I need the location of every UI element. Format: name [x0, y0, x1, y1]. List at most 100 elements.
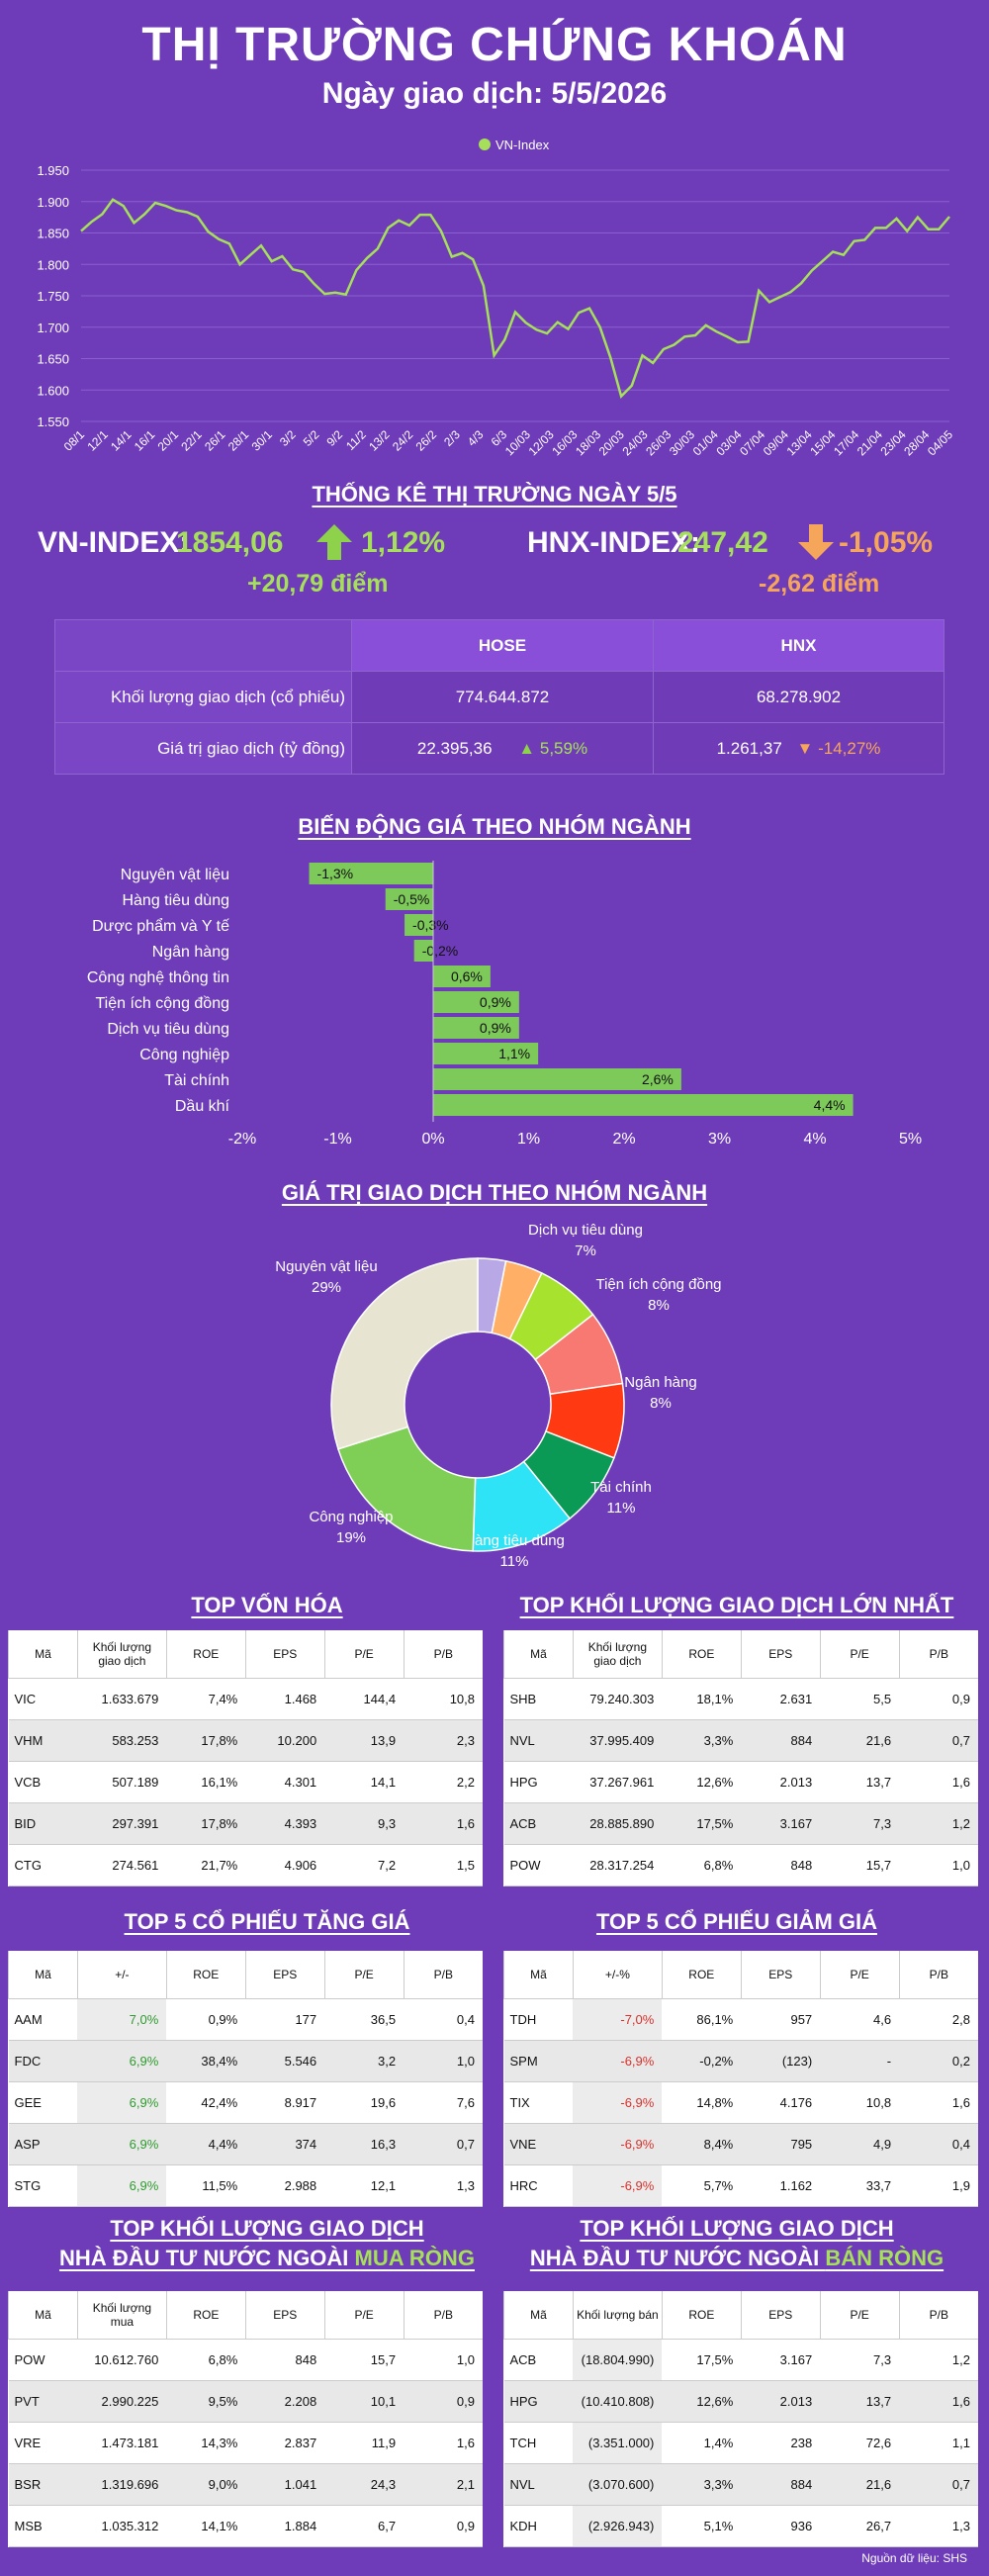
table-cell: 3.167	[741, 2339, 821, 2381]
x-tick-label: 22/1	[178, 427, 205, 454]
table-cell: 2.013	[741, 2380, 821, 2423]
x-tick-label: 5/2	[301, 427, 322, 449]
column-header: +/-	[76, 1951, 167, 1999]
column-header: ROE	[661, 1951, 742, 1999]
legend-marker	[479, 138, 491, 150]
table-cell: 10,1	[324, 2380, 405, 2423]
x-tick-label: 16/1	[132, 427, 158, 454]
foreign-buy-title-line2: NHÀ ĐẦU TƯ NƯỚC NGOÀI MUA RÒNG	[25, 2246, 509, 2271]
table-row: CTG 274.561 21,7% 4.906 7,2 1,5	[8, 1844, 483, 1886]
table-header-row: Mã +/-% ROE EPS P/E P/B	[503, 1951, 978, 1999]
table-cell: 2.988	[245, 2164, 325, 2207]
market-stats-table: HOSE HNX Khối lượng giao dịch (cổ phiếu)…	[54, 619, 944, 775]
table-cell: 3,3%	[662, 1719, 742, 1762]
table-cell: 6,7	[324, 2505, 405, 2547]
table-cell: -6,9%	[573, 2164, 663, 2207]
table-cell: POW	[8, 2339, 78, 2381]
x-tick-label: 12/03	[526, 427, 557, 458]
table-row: TIX -6,9% 14,8% 4.176 10,8 1,6	[503, 2081, 978, 2124]
slice-pct-label: 7%	[575, 1242, 596, 1259]
vnindex-label: VN-INDEX:	[38, 526, 190, 559]
table-cell: FDC	[8, 2040, 78, 2082]
table-cell: 1,0	[899, 1844, 978, 1886]
table-cell: 14,3%	[166, 2422, 246, 2464]
vnindex-series-line	[80, 198, 950, 400]
table-row: MSB 1.035.312 14,1% 1.884 6,7 0,9	[8, 2505, 483, 2547]
table-cell: 33,7	[820, 2164, 900, 2207]
bar	[433, 1017, 519, 1039]
table-cell: 0,7	[899, 1719, 978, 1762]
x-tick-label: 11/2	[343, 427, 369, 453]
column-header: EPS	[740, 2291, 821, 2340]
table-cell: 16,3	[324, 2123, 405, 2165]
bar	[433, 1043, 539, 1064]
x-tick-label: 3%	[708, 1131, 731, 1148]
stats-value-hnx-cell: 1.261,37 ▼ -14,27%	[653, 722, 944, 775]
table-cell: 4.176	[741, 2081, 821, 2124]
table-cell: -0,2%	[662, 2040, 742, 2082]
x-tick-label: 26/2	[413, 427, 440, 454]
column-header: Mã	[503, 1951, 574, 1999]
table-cell: TCH	[503, 2422, 574, 2464]
hnx-index-points: -2,62 điểm	[759, 570, 880, 598]
slice-label: Công nghiệp	[309, 1509, 393, 1525]
x-tick-label: 28/04	[901, 427, 932, 458]
donut-hole	[405, 1333, 550, 1477]
table-cell: -	[820, 2040, 900, 2082]
table-cell: 15,7	[324, 2339, 405, 2381]
column-header: EPS	[244, 1951, 325, 1999]
sector-change-title: BIẾN ĐỘNG GIÁ THEO NHÓM NGÀNH	[298, 814, 691, 839]
table-cell: 5.546	[245, 2040, 325, 2082]
foreign-sell-title-line2: NHÀ ĐẦU TƯ NƯỚC NGOÀI BÁN RÒNG	[494, 2246, 979, 2271]
table-cell: CTG	[8, 1844, 78, 1886]
table-cell: 2,8	[899, 1998, 978, 2041]
foreign-sell-title-text: NHÀ ĐẦU TƯ NƯỚC NGOÀI	[529, 2246, 826, 2270]
table-cell: KDH	[503, 2505, 574, 2547]
x-tick-label: 3/2	[277, 427, 299, 449]
table-row: TDH -7,0% 86,1% 957 4,6 2,8	[503, 1998, 978, 2041]
table-cell: TDH	[503, 1998, 574, 2041]
top-volume-title: TOP KHỐI LƯỢNG GIAO DỊCH LỚN NHẤT	[519, 1593, 954, 1617]
table-header-row: Mã Khối lượng bán ROE EPS P/E P/B	[503, 2291, 978, 2340]
column-header: P/B	[403, 1630, 483, 1679]
table-cell: 1,6	[404, 1802, 483, 1845]
foreign-sell-title-line1: TOP KHỐI LƯỢNG GIAO DỊCH	[580, 2216, 894, 2241]
x-tick-label: 2/3	[441, 427, 463, 449]
stats-value-hose-pct: 5,59%	[539, 738, 588, 758]
arrow-down-icon: ▼	[796, 738, 814, 758]
x-tick-label: 13/04	[784, 427, 815, 458]
table-cell: NVL	[503, 2463, 574, 2506]
table-cell: BSR	[8, 2463, 78, 2506]
table-cell: HPG	[503, 2380, 574, 2423]
x-tick-label: 18/03	[573, 427, 603, 458]
table-cell: MSB	[8, 2505, 78, 2547]
foreign-sell-table: Mã Khối lượng bán ROE EPS P/E P/B ACB (18.804.9…	[503, 2291, 978, 2547]
x-tick-label: 17/04	[831, 427, 861, 458]
column-header: P/E	[323, 1630, 405, 1679]
bar-category-label: Nguyên vật liệu	[121, 867, 229, 883]
table-cell: 13,9	[324, 1719, 405, 1762]
column-header: Mã	[503, 2291, 574, 2340]
bar	[385, 888, 433, 910]
table-cell: 4.906	[245, 1844, 325, 1886]
column-header: P/E	[819, 1630, 900, 1679]
table-cell: 3,3%	[662, 2463, 742, 2506]
stats-value-hnx: 1.261,37	[716, 738, 782, 758]
table-cell: 1,0	[404, 2339, 483, 2381]
arrow-up-icon	[316, 524, 352, 560]
table-cell: VHM	[8, 1719, 78, 1762]
table-cell: 5,5	[820, 1678, 900, 1720]
table-row: POW 10.612.760 6,8% 848 15,7 1,0	[8, 2339, 483, 2381]
table-cell: AAM	[8, 1998, 78, 2041]
x-tick-label: 20/03	[596, 427, 627, 458]
page-title: THỊ TRƯỜNG CHỨNG KHOÁN	[141, 19, 848, 71]
slice-label: Tiện ích cộng đồng	[595, 1276, 721, 1293]
x-tick-label: 09/04	[761, 427, 791, 458]
table-cell: 7,3	[820, 1802, 900, 1845]
source-note: Nguồn dữ liệu: SHS	[861, 2551, 967, 2565]
x-tick-label: 5%	[899, 1131, 922, 1148]
column-header: P/B	[403, 1951, 483, 1999]
table-cell: -6,9%	[573, 2081, 663, 2124]
table-cell: 1.633.679	[77, 1678, 167, 1720]
arrow-up-icon: ▲	[518, 738, 536, 758]
